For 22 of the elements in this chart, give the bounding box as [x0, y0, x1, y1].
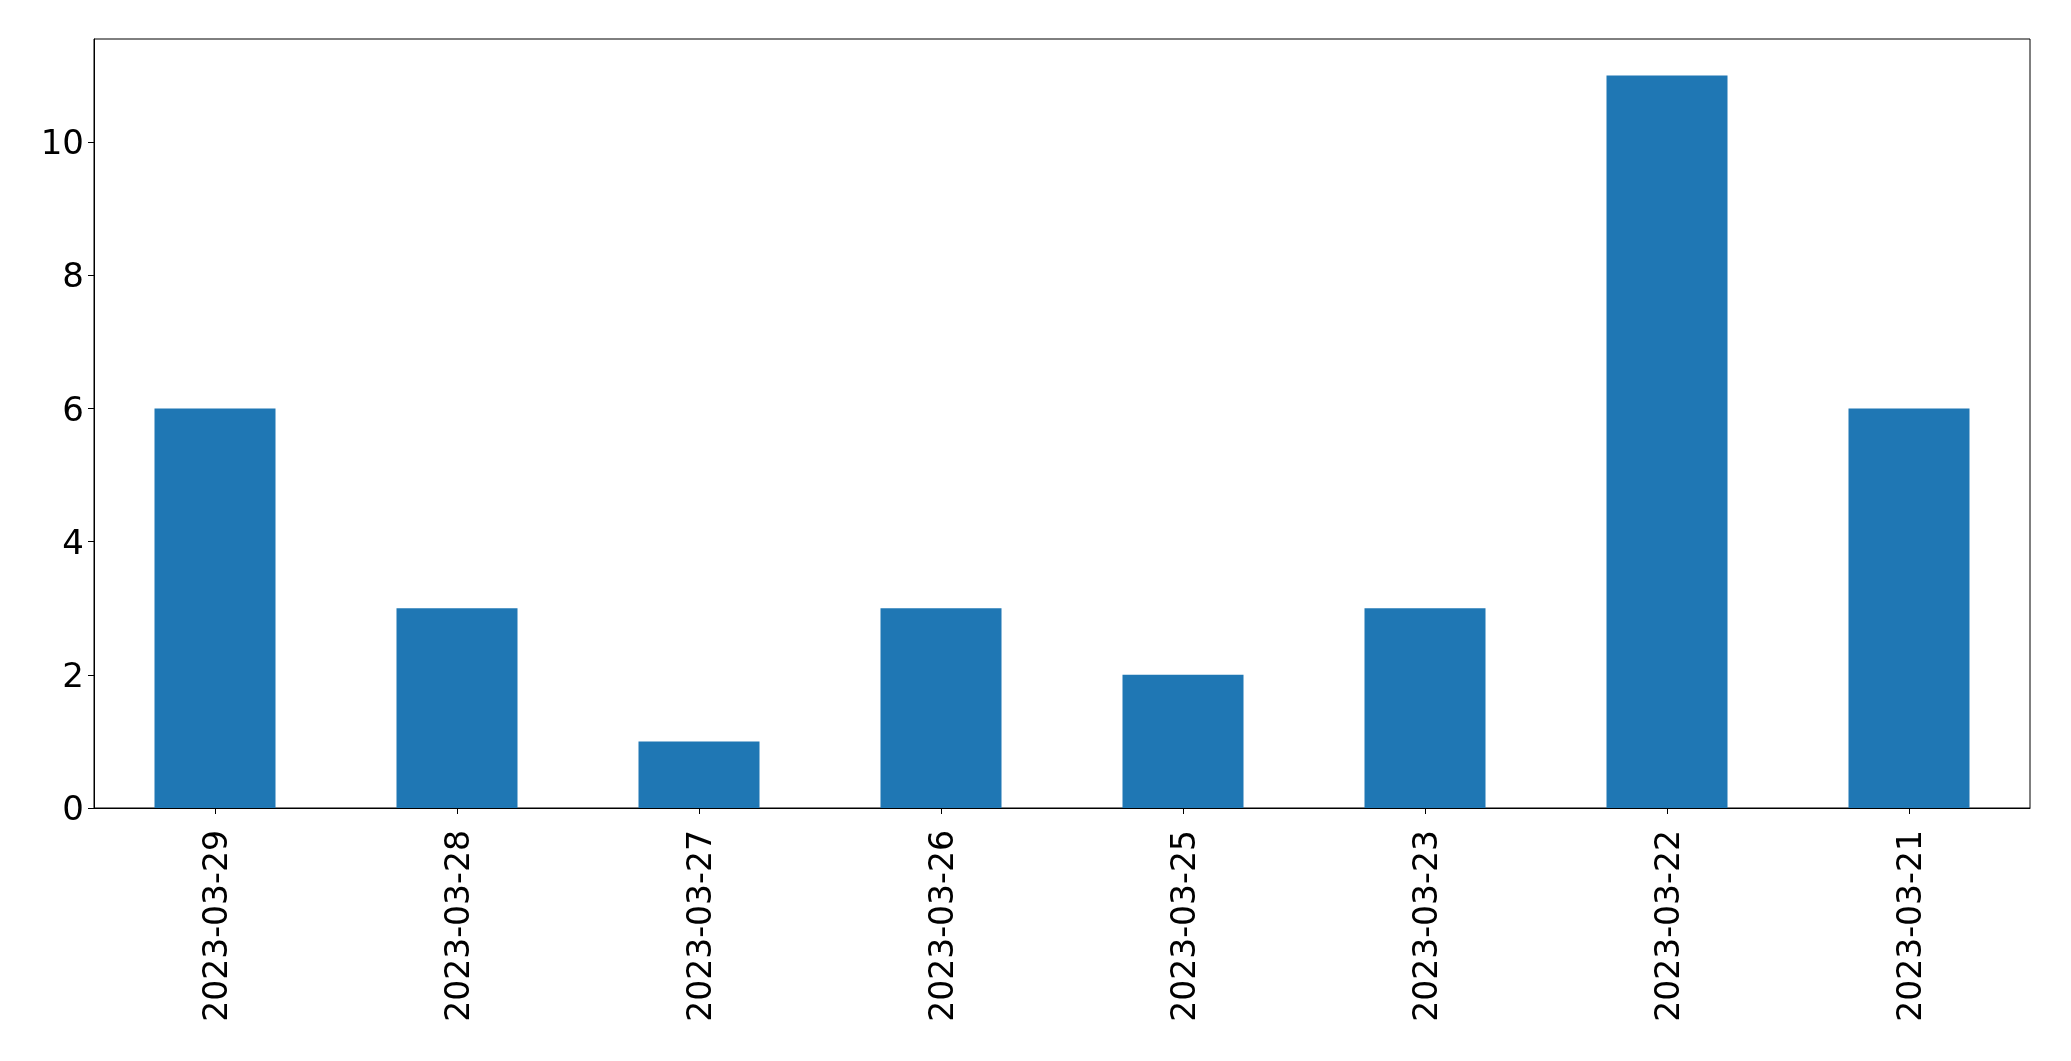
- y-tick-label: 0: [62, 788, 84, 828]
- bar: [638, 741, 760, 808]
- bar: [1122, 674, 1244, 808]
- bar: [880, 608, 1002, 808]
- bar: [396, 608, 518, 808]
- y-tick-label: 8: [62, 255, 84, 296]
- y-tick-label: 2: [62, 654, 84, 695]
- x-tick-label: 2023-03-21: [1889, 830, 1929, 1022]
- y-tick-label: 6: [62, 388, 84, 429]
- x-tick-label: 2023-03-25: [1163, 830, 1203, 1022]
- x-tick-label: 2023-03-29: [195, 830, 235, 1022]
- y-tick-label: 4: [62, 521, 84, 562]
- bar: [1364, 608, 1486, 808]
- x-tick-label: 2023-03-27: [679, 830, 719, 1022]
- bar: [1606, 75, 1728, 808]
- bar: [1848, 408, 1970, 808]
- x-tick-label: 2023-03-28: [437, 830, 477, 1022]
- x-tick-label: 2023-03-26: [921, 830, 961, 1022]
- y-tick-label: 10: [40, 122, 84, 163]
- bar: [154, 408, 276, 808]
- x-tick-label: 2023-03-23: [1405, 830, 1445, 1022]
- x-tick-label: 2023-03-22: [1647, 830, 1687, 1022]
